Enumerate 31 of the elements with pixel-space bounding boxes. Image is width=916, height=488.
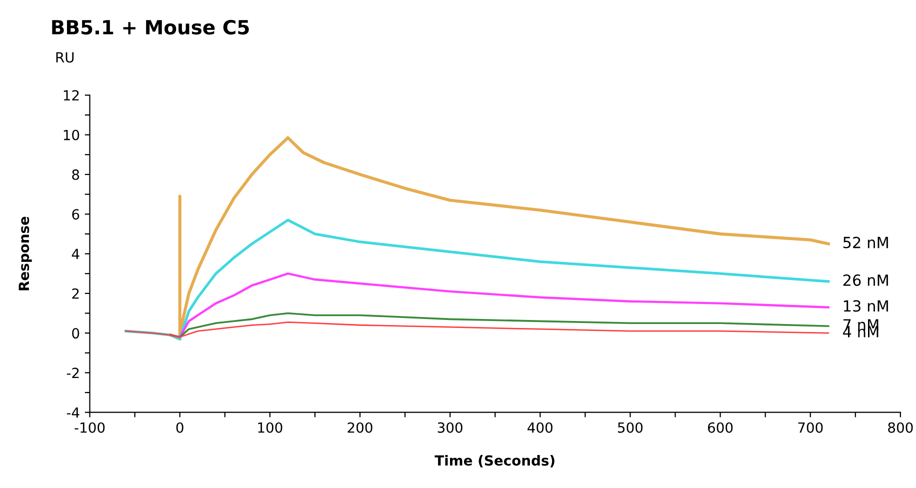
y-tick-label: 2 (72, 288, 79, 299)
x-tick-label: 400 (528, 422, 552, 433)
x-tick-label: 200 (348, 422, 372, 433)
y-tick-label: 6 (72, 209, 80, 220)
x-tick-label: 100 (258, 422, 282, 433)
x-axis-title: Time (Seconds) (434, 454, 554, 468)
series-label: 13 nM (844, 300, 888, 312)
series-label: 26 nM (843, 274, 888, 286)
series-label: 52 nM (843, 236, 888, 248)
x-tick-label: 300 (438, 422, 462, 433)
line-series (169, 136, 830, 341)
text: RU (56, 52, 74, 63)
y-tick-label: -2 (66, 368, 79, 378)
x-tick-label: -100 (74, 422, 105, 433)
x-tick-label: 800 (888, 422, 913, 433)
x-tick-label: 0 (176, 422, 184, 433)
y-tick-label: 12 (64, 90, 79, 100)
y-tick-label: 10 (64, 130, 80, 140)
y-tick-label: -4 (66, 408, 80, 418)
y-tick-label: 8 (72, 169, 80, 180)
y-tick-label: 0 (72, 328, 80, 339)
chart-title: BB5.1 + Mouse C5 (52, 20, 249, 35)
x-tick-label: 500 (618, 422, 643, 433)
line-series (124, 218, 830, 340)
line-series (170, 312, 830, 338)
x-tick-label: 700 (798, 422, 823, 433)
line-series (170, 272, 830, 338)
y-tick-label: 4 (72, 248, 80, 260)
y-axis-title: Response (18, 216, 32, 290)
line-series (125, 321, 830, 338)
x-tick-label: 600 (708, 422, 733, 433)
